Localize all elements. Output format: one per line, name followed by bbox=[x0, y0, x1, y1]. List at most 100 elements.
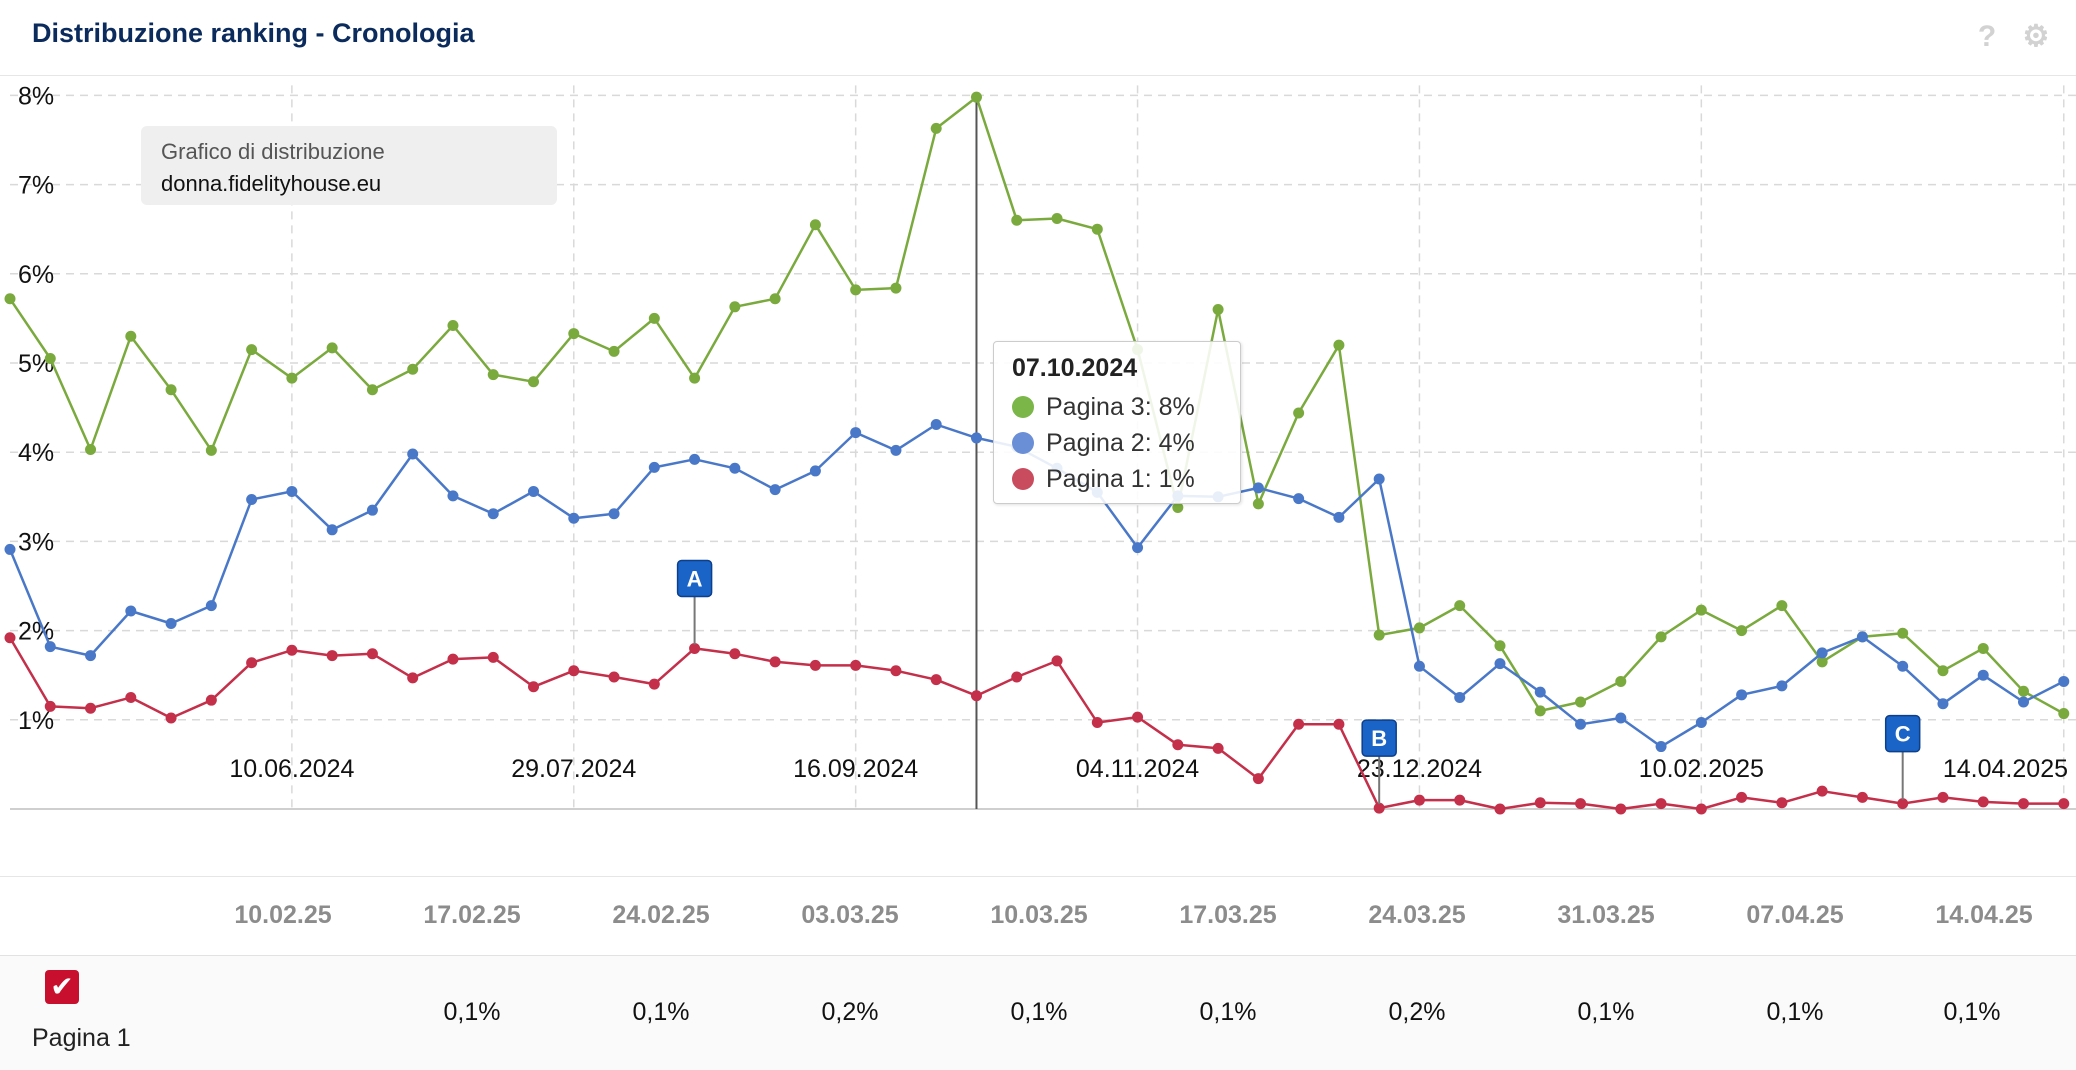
data-point bbox=[930, 674, 942, 686]
data-point bbox=[1937, 791, 1949, 803]
data-point bbox=[4, 543, 16, 555]
table-date: 31.03.25 bbox=[1557, 901, 1655, 929]
series-checkbox[interactable]: ✔ bbox=[45, 970, 79, 1004]
marker-flag bbox=[1884, 714, 1921, 753]
data-point bbox=[447, 653, 459, 665]
data-point bbox=[286, 644, 298, 656]
data-point bbox=[1534, 797, 1546, 809]
data-point bbox=[1736, 689, 1748, 701]
y-tick-label: 4% bbox=[18, 439, 54, 467]
data-point bbox=[1655, 631, 1667, 643]
series-line-pagina-1 bbox=[8, 637, 2064, 811]
tooltip-row: Pagina 2: 4% bbox=[1012, 425, 1222, 461]
data-point bbox=[326, 650, 338, 662]
data-point bbox=[689, 453, 701, 465]
data-point bbox=[286, 485, 298, 497]
data-point bbox=[1856, 631, 1868, 643]
question-mark-icon[interactable]: ? bbox=[1977, 20, 1997, 53]
data-point bbox=[1977, 796, 1989, 808]
data-point bbox=[1816, 647, 1828, 659]
table-date: 10.02.25 bbox=[234, 901, 332, 929]
data-point bbox=[1534, 705, 1546, 717]
data-point bbox=[1575, 798, 1587, 810]
data-point bbox=[1776, 600, 1788, 612]
data-point bbox=[1454, 692, 1466, 703]
data-point bbox=[769, 484, 781, 496]
data-point bbox=[1816, 656, 1828, 668]
data-point bbox=[528, 376, 540, 388]
data-point bbox=[1776, 797, 1788, 809]
data-point bbox=[608, 345, 620, 357]
data-point bbox=[326, 342, 338, 354]
data-point bbox=[689, 642, 701, 654]
data-point bbox=[1494, 658, 1506, 670]
data-point bbox=[850, 284, 862, 296]
data-point bbox=[809, 219, 821, 231]
series-label: Pagina 1 bbox=[32, 1024, 131, 1052]
data-point bbox=[1373, 802, 1385, 814]
data-point bbox=[1897, 660, 1909, 672]
table-value: 0,1% bbox=[1577, 998, 1635, 1026]
data-point bbox=[890, 665, 902, 677]
data-point bbox=[44, 353, 56, 365]
data-point bbox=[1695, 803, 1707, 815]
data-point bbox=[1212, 742, 1224, 754]
data-point bbox=[407, 448, 419, 460]
data-point bbox=[165, 384, 177, 396]
data-point bbox=[850, 659, 862, 671]
data-point bbox=[769, 656, 781, 668]
gear-icon[interactable]: ⚙ bbox=[2022, 20, 2050, 53]
table-value: 0,2% bbox=[821, 998, 879, 1026]
table-date: 17.03.25 bbox=[1179, 901, 1277, 929]
tooltip-row: Pagina 3: 8% bbox=[1012, 389, 1222, 425]
data-point bbox=[568, 512, 580, 524]
data-point bbox=[487, 508, 499, 520]
info-domain: donna.fidelityhouse.eu bbox=[161, 171, 382, 196]
data-point bbox=[1977, 642, 1989, 654]
data-point bbox=[205, 444, 217, 456]
table-value: 0,1% bbox=[1010, 998, 1068, 1026]
data-point bbox=[528, 681, 540, 693]
data-point bbox=[1776, 680, 1788, 692]
data-point bbox=[1454, 794, 1466, 806]
data-point bbox=[1977, 669, 1989, 681]
data-point bbox=[970, 91, 982, 103]
marker-label: A bbox=[687, 566, 703, 591]
info-title: Grafico di distribuzione bbox=[161, 139, 385, 164]
widget-title: Distribuzione ranking - Cronologia bbox=[32, 18, 475, 48]
data-point bbox=[1856, 791, 1868, 803]
data-point bbox=[1897, 798, 1909, 810]
table-value: 0,2% bbox=[1388, 998, 1446, 1026]
data-point bbox=[1695, 604, 1707, 616]
x-tick-label: 10.02.2025 bbox=[1639, 755, 1764, 783]
data-point bbox=[970, 690, 982, 702]
x-tick-label: 29.07.2024 bbox=[511, 755, 636, 783]
data-point bbox=[689, 372, 701, 384]
data-point bbox=[648, 312, 660, 324]
chart-info-box: Grafico di distribuzione donna.fidelityh… bbox=[141, 126, 557, 205]
data-point bbox=[1534, 686, 1546, 698]
y-tick-label: 8% bbox=[18, 82, 54, 110]
data-point bbox=[2018, 685, 2029, 697]
data-point bbox=[850, 427, 862, 439]
data-point bbox=[1333, 511, 1345, 523]
tooltip-series-dot bbox=[1012, 468, 1034, 490]
data-point bbox=[1615, 675, 1627, 687]
table-value: 0,1% bbox=[1766, 998, 1824, 1026]
data-point bbox=[729, 301, 741, 313]
data-point bbox=[1132, 542, 1144, 554]
tooltip-series-dot bbox=[1012, 396, 1034, 418]
data-point bbox=[4, 632, 16, 644]
ranking-line-chart[interactable]: 1%2%3%4%5%6%7%8%10.06.2024 29.07.2024 16.0… bbox=[0, 76, 2076, 876]
data-point bbox=[2058, 675, 2070, 687]
data-point bbox=[1051, 655, 1063, 667]
data-point bbox=[729, 648, 741, 660]
table-value: 0,1% bbox=[1199, 998, 1257, 1026]
data-point bbox=[366, 504, 378, 516]
marker-label: C bbox=[1895, 722, 1911, 747]
data-point bbox=[326, 524, 338, 536]
data-point bbox=[1655, 798, 1667, 810]
table-value: 0,1% bbox=[632, 998, 690, 1026]
data-point bbox=[1615, 712, 1627, 724]
